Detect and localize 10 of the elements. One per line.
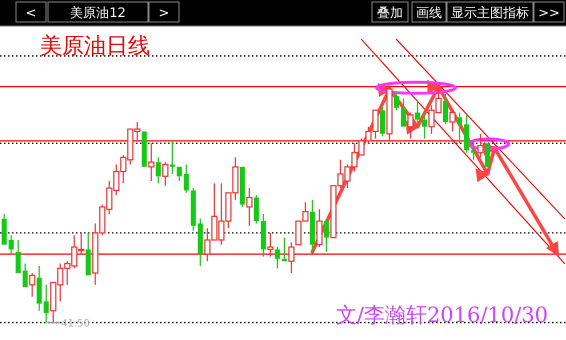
annotation: 41.50 xyxy=(61,318,90,330)
annotation: 文/李瀚轩2016/10/30 xyxy=(336,303,548,327)
button: 显示主图指标 xyxy=(446,2,534,22)
button: 叠加 xyxy=(372,2,408,22)
button: 画线 xyxy=(412,2,446,22)
button: < xyxy=(16,2,46,22)
button: 美原油12 xyxy=(48,2,148,22)
button: >> xyxy=(534,2,564,22)
button: > xyxy=(148,2,180,22)
chart-title: 美原油日线 xyxy=(40,34,150,59)
